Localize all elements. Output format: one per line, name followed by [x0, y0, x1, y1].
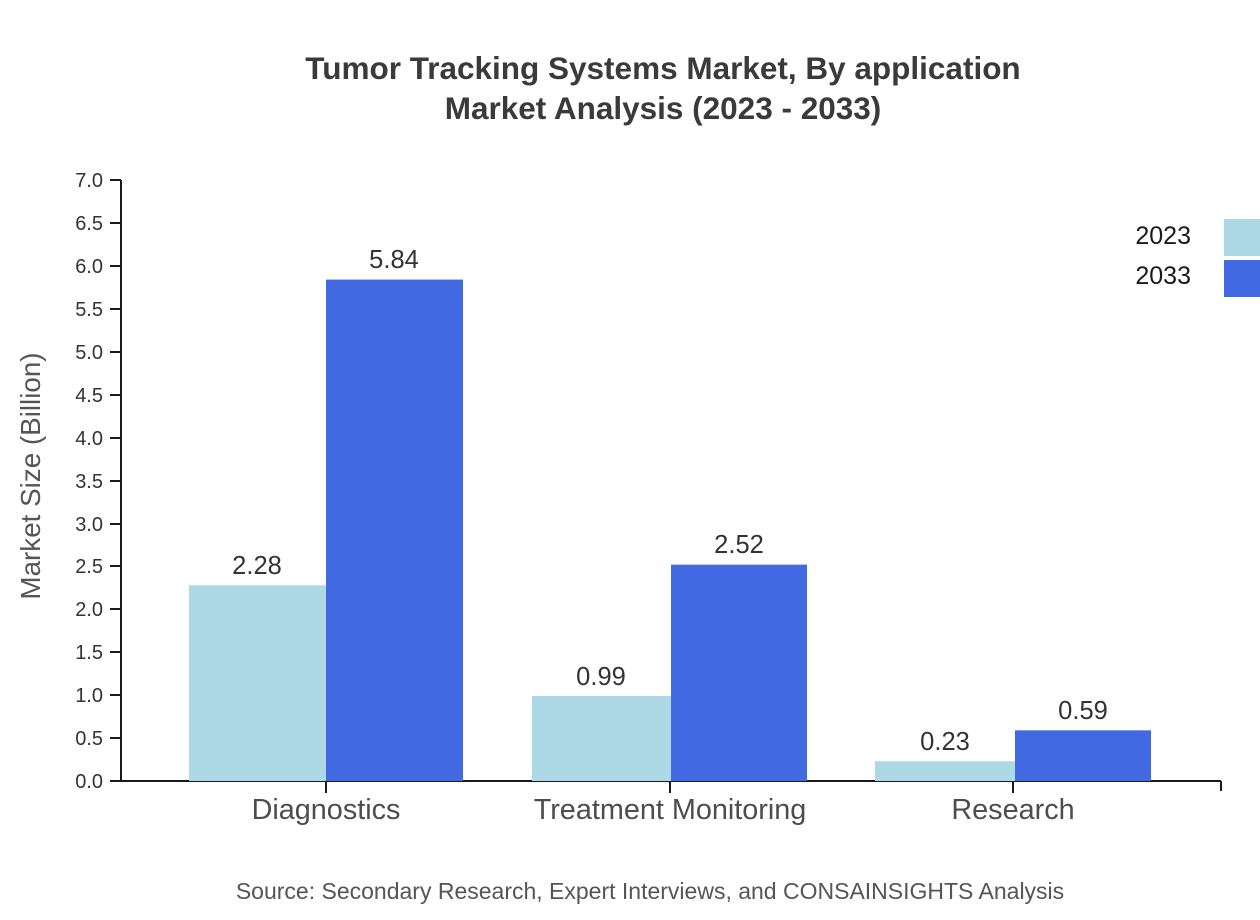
svg-text:0.5: 0.5: [75, 728, 103, 750]
svg-text:Research: Research: [951, 794, 1074, 826]
svg-text:2.0: 2.0: [75, 599, 103, 621]
svg-text:3.0: 3.0: [75, 514, 103, 536]
svg-text:2023: 2023: [1135, 222, 1191, 250]
svg-text:1.5: 1.5: [75, 642, 103, 664]
svg-text:Market Size (Billion): Market Size (Billion): [15, 352, 46, 599]
svg-text:5.0: 5.0: [75, 342, 103, 364]
svg-text:2.52: 2.52: [714, 531, 764, 559]
svg-text:4.0: 4.0: [75, 428, 103, 450]
svg-text:0.0: 0.0: [75, 771, 103, 793]
svg-text:3.5: 3.5: [75, 471, 103, 493]
svg-text:5.5: 5.5: [75, 299, 103, 321]
svg-text:0.23: 0.23: [920, 728, 970, 756]
svg-text:Diagnostics: Diagnostics: [252, 794, 401, 826]
svg-text:2033: 2033: [1135, 262, 1191, 290]
svg-text:2.5: 2.5: [75, 556, 103, 578]
svg-text:7.0: 7.0: [75, 170, 103, 192]
svg-text:6.5: 6.5: [75, 213, 103, 235]
svg-text:5.84: 5.84: [369, 246, 419, 274]
svg-text:Treatment Monitoring: Treatment Monitoring: [534, 794, 807, 826]
svg-text:6.0: 6.0: [75, 256, 103, 278]
svg-text:4.5: 4.5: [75, 385, 103, 407]
svg-text:0.59: 0.59: [1058, 697, 1108, 725]
svg-text:0.99: 0.99: [576, 663, 626, 691]
svg-text:2.28: 2.28: [232, 552, 282, 580]
svg-text:1.0: 1.0: [75, 685, 103, 707]
